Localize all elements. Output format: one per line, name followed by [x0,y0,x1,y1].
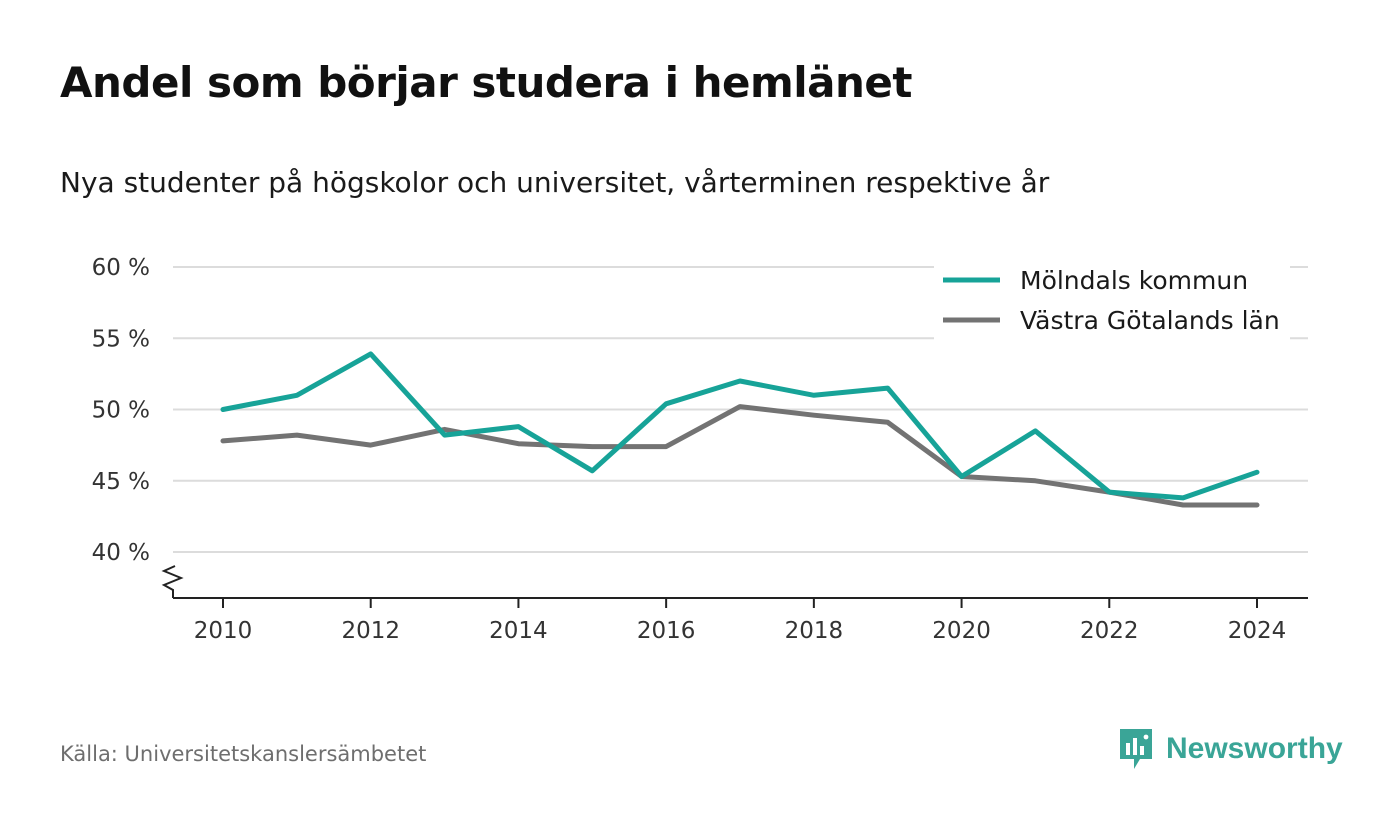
x-tick-label: 2012 [341,618,400,644]
y-tick-label: 40 % [92,540,150,566]
legend-label: Västra Götalands län [1020,306,1280,335]
x-tick-label: 2018 [785,618,844,644]
newsworthy-logo-icon [1120,729,1152,769]
newsworthy-logo: Newsworthy [1118,727,1343,771]
chart-title: Andel som börjar studera i hemlänet [60,58,913,107]
y-tick-label: 45 % [92,469,150,495]
y-axis-break [161,565,184,598]
x-tick-label: 2016 [637,618,696,644]
line-chart: 40 % 45 % 50 % 55 % 60 % 2010 2012 2014 2016 2018… [92,255,1308,644]
y-tick-label: 55 % [92,326,150,352]
legend-box [934,262,1290,340]
x-tick-label: 2014 [489,618,548,644]
x-tick-label: 2024 [1228,618,1287,644]
series-line-m-lndals-kommun [220,351,1260,501]
brand-name: Newsworthy [1166,732,1343,765]
x-tick-label: 2010 [194,618,253,644]
series-line-v-stra-g-talands-l-n [220,404,1260,508]
y-tick-label: 60 % [92,255,150,281]
legend-label: Mölndals kommun [1020,266,1248,295]
x-tick-label: 2020 [932,618,991,644]
chart-subtitle: Nya studenter på högskolor och universit… [60,166,1050,199]
x-tick-label: 2022 [1080,618,1139,644]
source-note: Källa: Universitetskanslersämbetet [60,742,427,766]
y-tick-label: 50 % [92,398,150,424]
